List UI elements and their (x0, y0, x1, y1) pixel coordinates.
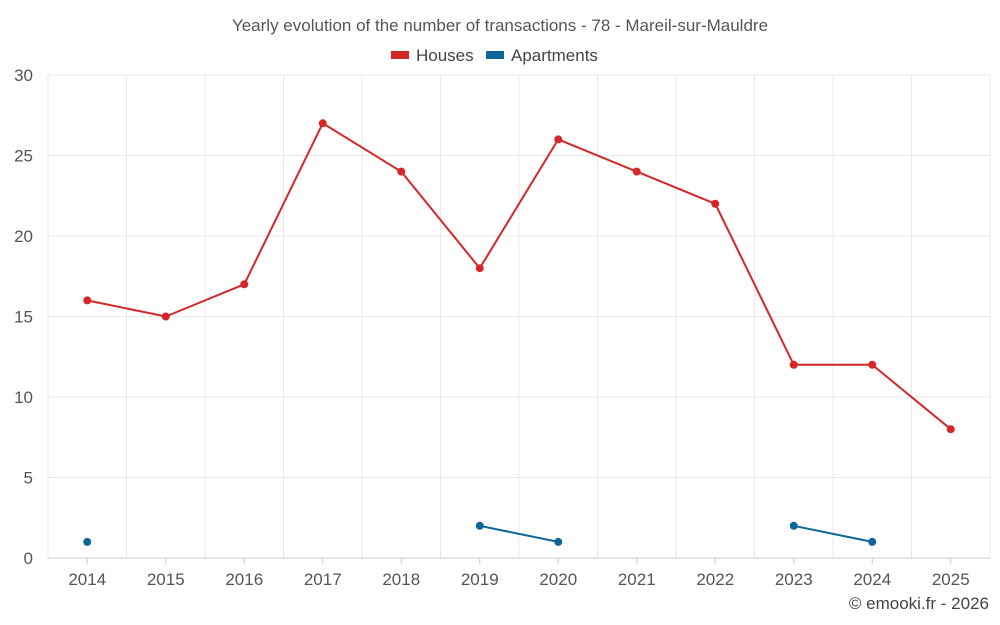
data-point-houses-2019[interactable] (475, 264, 484, 273)
data-point-houses-2023[interactable] (789, 360, 798, 369)
data-point-houses-2024[interactable] (868, 360, 877, 369)
series-layer (83, 119, 955, 546)
legend-item-houses[interactable]: Houses (391, 46, 474, 65)
data-point-houses-2014[interactable] (83, 296, 92, 305)
credit-text: © emooki.fr - 2026 (849, 594, 989, 613)
data-point-houses-2015[interactable] (161, 312, 170, 321)
series-line-houses-segment-0 (87, 121, 952, 430)
x-tick-label-2017: 2017 (304, 570, 342, 589)
data-point-houses-2021[interactable] (632, 167, 641, 176)
data-point-apartments-2014[interactable] (83, 537, 92, 546)
data-point-apartments-2024[interactable] (868, 537, 877, 546)
data-point-houses-2022[interactable] (711, 199, 720, 208)
x-axis: 2014 2015 2016 2017 2018 2019 2020 2021 2022 2023… (48, 557, 990, 589)
data-point-apartments-2019[interactable] (475, 521, 484, 530)
data-point-houses-2017[interactable] (318, 119, 327, 128)
y-tick-label: 5 (24, 469, 33, 488)
series-houses (83, 119, 955, 434)
data-point-apartments-2020[interactable] (554, 537, 563, 546)
legend-swatch-apartments (486, 51, 504, 59)
legend-label-apartments: Apartments (511, 46, 598, 65)
data-point-houses-2016[interactable] (240, 280, 249, 289)
x-tick-label-2014: 2014 (68, 570, 106, 589)
x-tick-label-2016: 2016 (225, 570, 263, 589)
data-point-houses-2020[interactable] (554, 135, 563, 144)
data-point-houses-2025[interactable] (946, 425, 955, 434)
y-tick-label: 10 (14, 388, 33, 407)
x-tick-label-2015: 2015 (147, 570, 185, 589)
data-point-apartments-2023[interactable] (789, 521, 798, 530)
x-tick-label-2021: 2021 (618, 570, 656, 589)
legend-item-apartments[interactable]: Apartments (486, 46, 598, 65)
x-tick-label-2023: 2023 (775, 570, 813, 589)
x-tick-label-2022: 2022 (696, 570, 734, 589)
grid (47, 74, 991, 558)
y-tick-label: 20 (14, 227, 33, 246)
series-line-apartments-segment-1 (793, 524, 873, 543)
chart-title: Yearly evolution of the number of transa… (232, 16, 768, 35)
x-tick-label-2024: 2024 (853, 570, 891, 589)
y-tick-label: 0 (24, 549, 33, 568)
x-tick-label-2020: 2020 (539, 570, 577, 589)
y-tick-label: 15 (14, 308, 33, 327)
y-tick-label: 25 (14, 147, 33, 166)
legend: Houses Apartments (391, 46, 598, 65)
x-tick-label-2018: 2018 (382, 570, 420, 589)
x-tick-label-2025: 2025 (932, 570, 970, 589)
legend-swatch-houses (391, 51, 409, 59)
y-tick-label: 30 (14, 66, 33, 85)
legend-label-houses: Houses (416, 46, 474, 65)
series-line-apartments-segment-0 (479, 524, 559, 543)
x-tick-label-2019: 2019 (461, 570, 499, 589)
data-point-houses-2018[interactable] (397, 167, 406, 176)
y-axis: 0 5 10 15 20 25 30 (14, 66, 33, 568)
series-apartments (83, 521, 877, 546)
